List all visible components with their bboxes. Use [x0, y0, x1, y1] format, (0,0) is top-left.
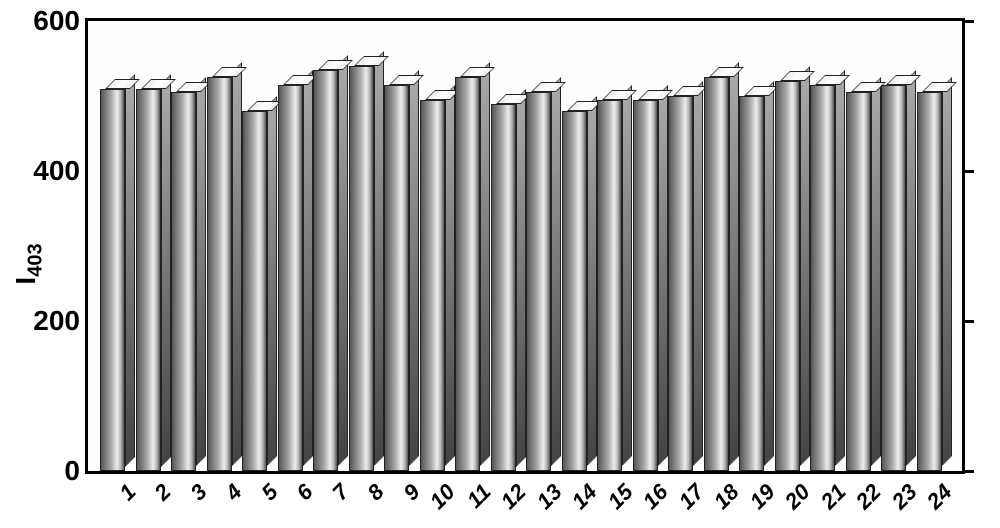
bar [562, 111, 587, 471]
y-axis-label: I403 [10, 243, 48, 284]
bar [739, 96, 764, 471]
bar [917, 92, 942, 471]
bar [881, 85, 906, 471]
bar [455, 77, 480, 471]
bar [775, 81, 800, 471]
y-axis-label-sub: 403 [24, 243, 46, 276]
y-tick-label: 400 [10, 155, 80, 187]
plot-area [88, 21, 962, 471]
y-tick-mark [962, 170, 974, 173]
bar [349, 66, 374, 471]
bar [668, 96, 693, 471]
bar [491, 104, 516, 472]
bar [597, 100, 622, 471]
y-tick-label: 600 [10, 5, 80, 37]
bar [313, 70, 338, 471]
y-tick-mark [962, 20, 974, 23]
bar [136, 89, 161, 472]
x-tick-label: 24 [911, 479, 958, 526]
bar [420, 100, 445, 471]
bar [100, 89, 125, 472]
bar [278, 85, 303, 471]
y-tick-label: 200 [10, 305, 80, 337]
bar [633, 100, 658, 471]
y-tick-label: 0 [10, 455, 80, 487]
y-axis-label-main: I [10, 277, 41, 285]
bar [810, 85, 835, 471]
y-tick-mark [962, 320, 974, 323]
y-tick-mark [962, 470, 974, 473]
bar [384, 85, 409, 471]
bar [207, 77, 232, 471]
bar [171, 92, 196, 471]
bar [242, 111, 267, 471]
bar-chart: I403 0200400600 123456789101112131415161… [0, 0, 1000, 528]
bar [846, 92, 871, 471]
bar [526, 92, 551, 471]
bar [704, 77, 729, 471]
